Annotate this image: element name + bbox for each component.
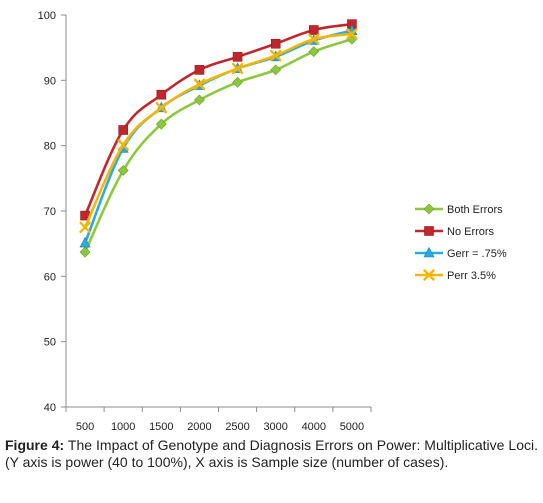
legend-label: Gerr = .75% bbox=[447, 248, 507, 260]
figure-caption: Figure 4: The Impact of Genotype and Dia… bbox=[5, 437, 538, 471]
data-point bbox=[231, 62, 244, 75]
legend-label: No Errors bbox=[447, 226, 495, 238]
y-tick-label: 100 bbox=[38, 10, 56, 22]
legend-item: Perr 3.5% bbox=[415, 269, 496, 282]
legend-item: No Errors bbox=[415, 226, 495, 238]
y-tick-label: 80 bbox=[44, 141, 56, 153]
x-tick-labels: 500 1000 1500 2000 2500 3000 4000 5000 bbox=[76, 421, 364, 433]
data-point bbox=[194, 65, 205, 75]
data-point bbox=[194, 94, 205, 106]
x-tick-label: 2000 bbox=[187, 421, 211, 433]
caption-text: The Impact of Genotype and Diagnosis Err… bbox=[5, 437, 538, 470]
series-3 bbox=[79, 24, 358, 248]
legend: Both Errors No Errors Gerr = .75% Perr 3.5% bbox=[415, 203, 507, 282]
series-2 bbox=[80, 19, 357, 221]
legend-item: Gerr = .75% bbox=[415, 246, 507, 260]
legend-marker bbox=[423, 203, 435, 215]
data-point bbox=[155, 102, 168, 114]
y-tick-label: 70 bbox=[44, 206, 56, 218]
series-group bbox=[79, 19, 358, 258]
series-4 bbox=[79, 28, 358, 234]
legend-item: Both Errors bbox=[415, 203, 503, 216]
data-point bbox=[346, 28, 358, 40]
data-point bbox=[79, 236, 91, 248]
data-point bbox=[193, 78, 206, 90]
data-point bbox=[79, 221, 91, 234]
data-point bbox=[309, 25, 319, 35]
data-point bbox=[155, 118, 167, 130]
y-tick-label: 60 bbox=[44, 271, 56, 283]
chart-axes bbox=[61, 14, 372, 412]
x-tick-label: 1500 bbox=[149, 421, 173, 433]
data-point bbox=[232, 76, 243, 88]
data-point bbox=[79, 246, 91, 258]
legend-marker bbox=[423, 246, 435, 258]
data-point bbox=[308, 46, 320, 58]
x-tick-label: 3000 bbox=[263, 421, 287, 433]
data-point bbox=[308, 33, 320, 45]
y-tick-labels: 40 50 60 70 80 90 100 bbox=[38, 10, 56, 414]
x-tick-label: 2500 bbox=[225, 421, 249, 433]
legend-label: Both Errors bbox=[447, 204, 503, 216]
x-tick-label: 1000 bbox=[111, 421, 135, 433]
series-1 bbox=[79, 33, 358, 258]
data-point bbox=[346, 33, 358, 45]
legend-label: Perr 3.5% bbox=[447, 270, 496, 282]
data-point bbox=[269, 49, 282, 62]
y-tick-label: 50 bbox=[44, 337, 56, 349]
legend-marker bbox=[424, 226, 434, 236]
data-point bbox=[117, 165, 129, 176]
y-tick-label: 40 bbox=[44, 402, 56, 414]
caption-label: Figure 4: bbox=[5, 437, 65, 453]
data-point bbox=[156, 89, 167, 100]
legend-marker bbox=[423, 269, 435, 281]
data-point bbox=[117, 139, 129, 151]
data-point bbox=[270, 64, 282, 76]
x-tick-label: 500 bbox=[76, 421, 94, 433]
data-point bbox=[270, 38, 281, 49]
y-tick-label: 90 bbox=[44, 75, 56, 87]
x-tick-label: 5000 bbox=[340, 421, 364, 433]
data-point bbox=[232, 52, 243, 62]
data-point bbox=[118, 125, 128, 135]
x-tick-label: 4000 bbox=[302, 421, 326, 433]
line-chart: 40 50 60 70 80 90 100 500 1000 1500 2000 2500 3000 4… bbox=[38, 10, 507, 433]
